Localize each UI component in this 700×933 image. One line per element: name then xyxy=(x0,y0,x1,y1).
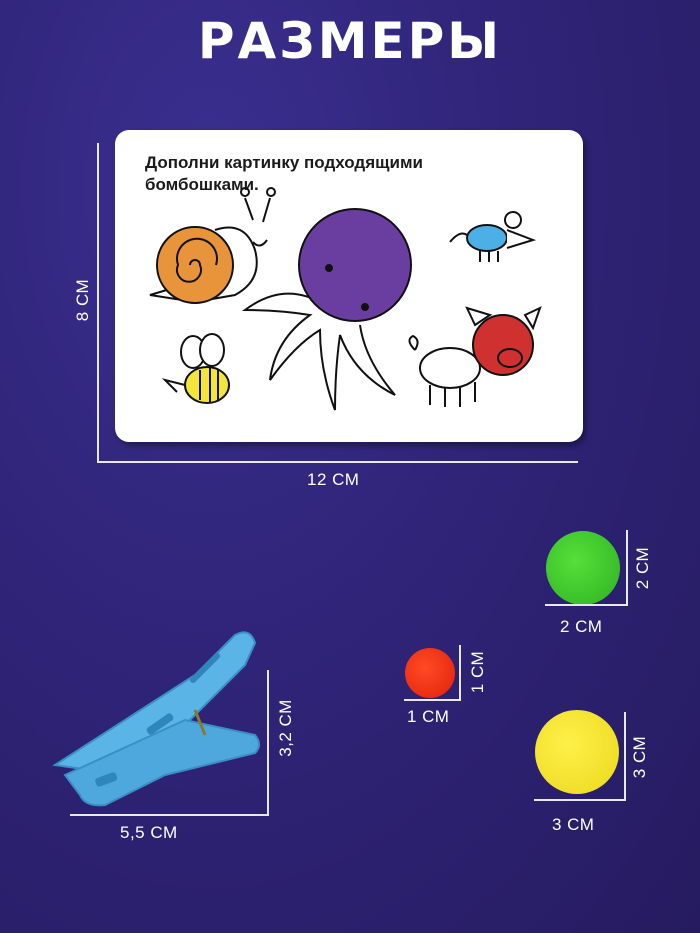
card-width-label: 12 СМ xyxy=(307,470,360,489)
yellow-width-line xyxy=(534,799,626,801)
green-height-line xyxy=(626,530,628,606)
yellow-height-line xyxy=(624,712,626,801)
red-height-line xyxy=(459,645,461,701)
green-pompom xyxy=(546,531,620,605)
red-width-line xyxy=(404,699,461,701)
clip-width-line xyxy=(70,814,269,816)
bee-drawing xyxy=(161,333,230,404)
clip-width-label: 5,5 СМ xyxy=(120,823,178,842)
card-width-dimension-line xyxy=(97,461,578,463)
red-height-label: 1 СМ xyxy=(468,650,488,694)
mouse-drawing xyxy=(449,211,537,262)
green-height-label: 2 СМ xyxy=(633,546,653,590)
card-illustration xyxy=(149,187,542,411)
card-height-dimension-line xyxy=(97,143,99,463)
pig-drawing xyxy=(408,306,542,407)
green-width-label: 2 СМ xyxy=(560,617,603,636)
clip-height-label: 3,2 СМ xyxy=(275,699,295,757)
octopus-drawing xyxy=(241,208,412,411)
yellow-height-label: 3 СМ xyxy=(630,735,650,779)
green-width-line xyxy=(545,604,628,606)
snail-drawing xyxy=(149,187,276,304)
card-instruction: Дополни картинку подходящими бомбошками. xyxy=(145,153,423,194)
activity-card: Дополни картинку подходящими бомбошками. xyxy=(115,130,583,442)
clothespin-clip xyxy=(52,631,260,807)
clip-height-line xyxy=(267,670,269,816)
yellow-width-label: 3 СМ xyxy=(552,815,595,834)
page-title: РАЗМЕРЫ xyxy=(197,12,503,70)
red-pompom xyxy=(405,648,455,698)
red-width-label: 1 СМ xyxy=(407,707,450,726)
yellow-pompom xyxy=(535,710,619,794)
card-height-label: 8 СМ xyxy=(73,278,93,322)
